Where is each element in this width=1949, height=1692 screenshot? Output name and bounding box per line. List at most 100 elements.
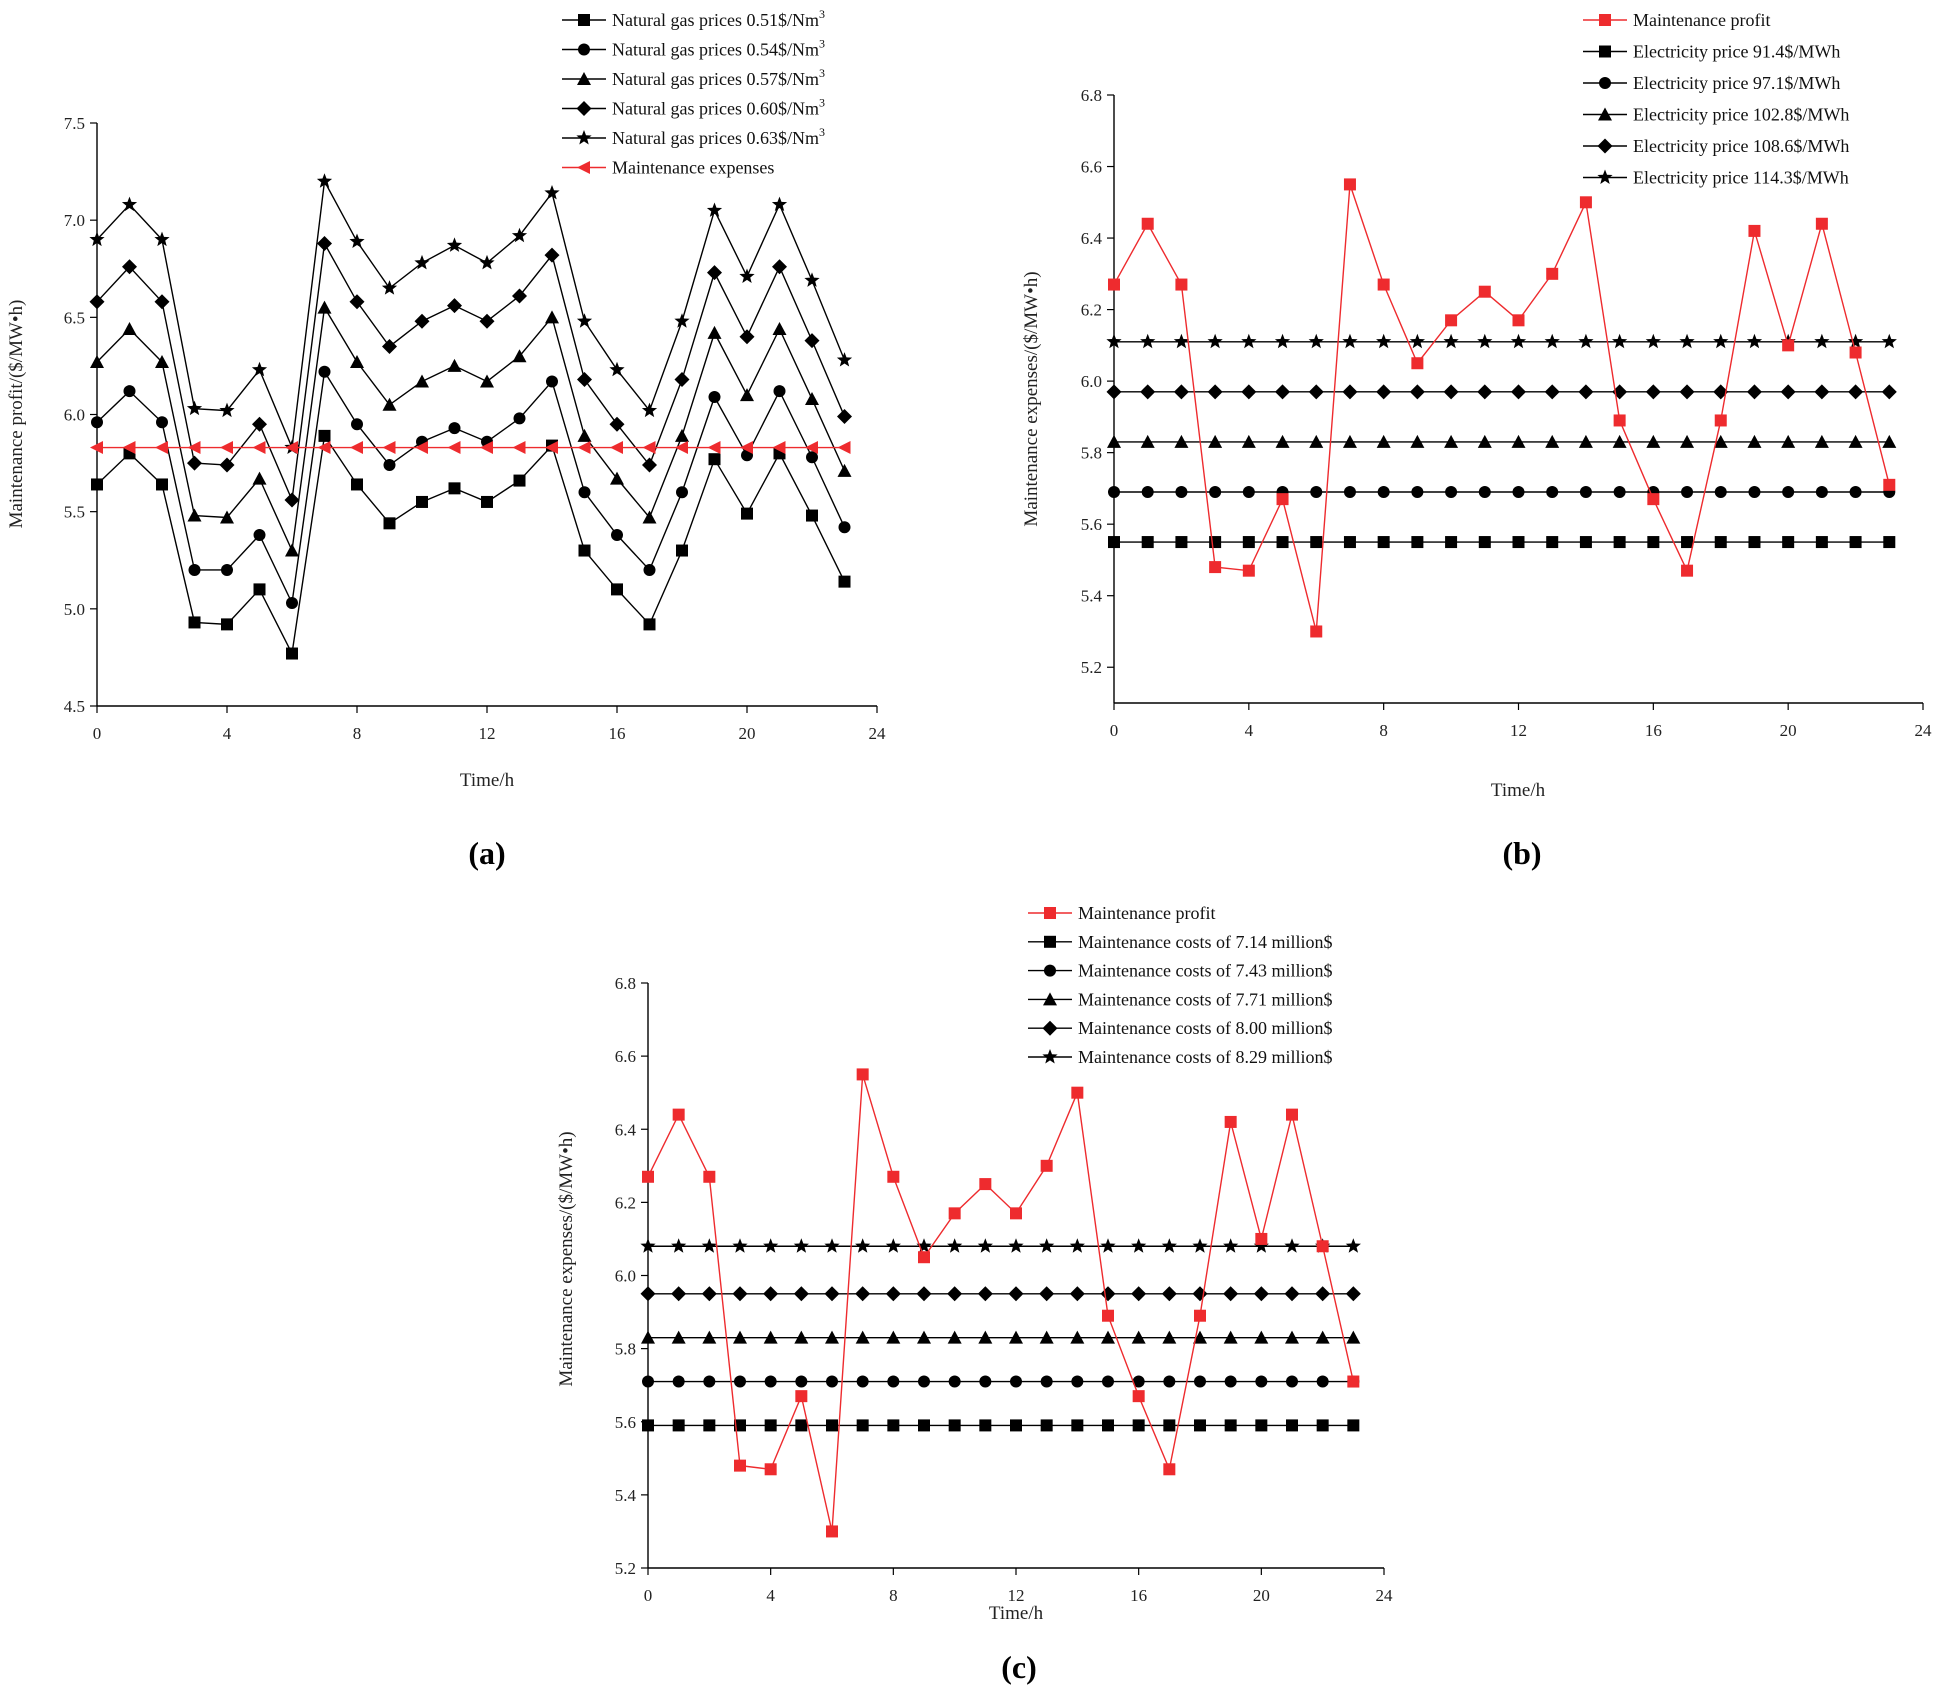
data-point — [350, 355, 364, 369]
y-axis-label: Maintenance expenses/($/MW•h) — [556, 1131, 577, 1386]
data-point — [837, 441, 851, 455]
legend-label-text: Maintenance expenses — [612, 158, 774, 178]
data-point — [544, 184, 560, 200]
data-point — [89, 294, 105, 310]
legend-label: Electricity price 108.6$/MWh — [1633, 136, 1849, 156]
data-point — [1071, 1086, 1084, 1099]
legend-label-text: Electricity price 91.4$/MWh — [1633, 42, 1840, 62]
data-point — [1224, 1115, 1237, 1128]
data-point — [1242, 536, 1255, 549]
x-tick-label: 0 — [1110, 721, 1119, 740]
legend-marker — [577, 72, 591, 85]
data-point — [546, 375, 558, 388]
x-tick-label: 8 — [353, 724, 362, 743]
data-point — [672, 1375, 685, 1388]
x-tick-label: 24 — [1376, 1586, 1394, 1605]
x-tick-label: 24 — [869, 724, 887, 743]
series-line — [1113, 184, 1890, 632]
series-natural-gas-prices-0-60-nm — [89, 235, 852, 508]
data-point — [1377, 278, 1390, 291]
data-point — [1445, 536, 1458, 549]
data-point — [977, 1286, 993, 1302]
data-point — [948, 1375, 961, 1388]
data-point — [1578, 434, 1593, 448]
data-point — [1310, 485, 1323, 498]
data-point — [1131, 1286, 1147, 1302]
series-line — [96, 179, 846, 451]
legend-item: Natural gas prices 0.63$/Nm3 — [562, 125, 825, 148]
series-maintenance-profit — [1108, 178, 1896, 638]
data-point — [1224, 1419, 1237, 1432]
y-tick-label: 5.8 — [1081, 444, 1102, 463]
data-point — [1579, 536, 1592, 549]
y-tick-label: 6.5 — [64, 308, 85, 327]
data-point — [252, 471, 267, 485]
legend-label-text: Electricity price 108.6$/MWh — [1633, 136, 1849, 156]
data-point — [977, 1238, 993, 1253]
data-point — [887, 1170, 900, 1183]
legend-marker — [576, 130, 592, 145]
data-point — [948, 1419, 961, 1432]
data-point — [1647, 493, 1660, 506]
legend-item: Maintenance costs of 8.29 million$ — [1028, 1047, 1332, 1067]
data-point — [706, 202, 723, 217]
y-tick-label: 7.5 — [64, 114, 85, 133]
data-point — [643, 563, 656, 576]
y-tick-label: 7.0 — [64, 211, 85, 230]
data-point — [1173, 333, 1190, 349]
legend-label-text: Maintenance costs of 7.43 million$ — [1078, 961, 1332, 981]
data-point — [480, 374, 494, 388]
data-point — [676, 544, 688, 557]
series-natural-gas-prices-0-63-nm — [89, 173, 853, 455]
legend-label-text: Natural gas prices 0.57$/Nm — [612, 69, 819, 89]
legend-label-text: Maintenance costs of 7.71 million$ — [1078, 989, 1332, 1009]
data-point — [1071, 1375, 1084, 1388]
data-point — [838, 575, 851, 588]
data-point — [1848, 434, 1863, 448]
data-point — [1883, 478, 1896, 491]
data-point — [885, 1238, 901, 1253]
data-point — [416, 495, 428, 508]
data-point — [837, 408, 852, 424]
data-point — [671, 1238, 687, 1253]
data-point — [1284, 1286, 1300, 1302]
data-point — [1255, 1232, 1268, 1245]
data-point — [642, 1375, 654, 1388]
data-point — [1255, 1419, 1268, 1432]
data-point — [947, 1286, 963, 1302]
legend-item: Electricity price 97.1$/MWh — [1583, 73, 1840, 93]
legend-label-text: Maintenance profit — [1078, 903, 1215, 923]
data-point — [576, 313, 593, 328]
legend-label-text: Maintenance profit — [1633, 10, 1770, 30]
data-point — [285, 543, 299, 557]
data-point — [1714, 485, 1727, 498]
data-point — [642, 457, 657, 473]
data-point — [479, 313, 495, 329]
data-point — [1814, 333, 1830, 349]
legend-item: Natural gas prices 0.57$/Nm3 — [562, 66, 825, 89]
data-point — [1163, 1463, 1176, 1476]
data-point — [1714, 536, 1727, 549]
data-point — [979, 1419, 992, 1432]
data-point — [545, 441, 558, 455]
data-point — [855, 1238, 871, 1253]
data-point — [1241, 333, 1257, 349]
legend-label-text: Natural gas prices 0.54$/Nm — [612, 40, 819, 60]
data-point — [1070, 1330, 1085, 1344]
data-point — [916, 1286, 932, 1302]
data-point — [448, 482, 461, 495]
y-tick-label: 6.4 — [615, 1120, 637, 1139]
data-point — [1140, 434, 1155, 448]
data-point — [447, 298, 462, 314]
data-point — [1161, 1286, 1177, 1302]
data-point — [1141, 217, 1154, 230]
legend-label-text: Natural gas prices 0.60$/Nm — [612, 99, 819, 119]
y-tick-label: 5.4 — [1081, 587, 1103, 606]
data-point — [733, 1330, 747, 1344]
data-point — [1443, 333, 1459, 349]
data-point — [1646, 434, 1661, 448]
data-point — [252, 416, 267, 432]
legend-label-text: Natural gas prices 0.51$/Nm — [612, 10, 819, 30]
data-point — [1345, 1238, 1361, 1253]
data-point — [1477, 384, 1493, 400]
